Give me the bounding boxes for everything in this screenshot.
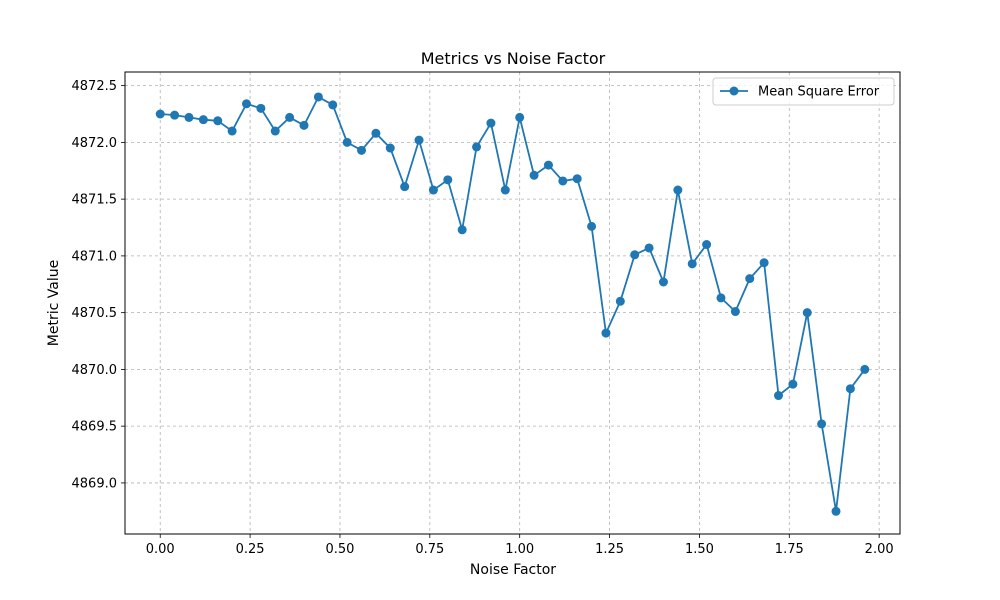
data-point: [587, 221, 597, 231]
data-point: [730, 307, 740, 317]
data-point: [184, 112, 194, 122]
x-tick-label: 1.00: [505, 542, 534, 557]
x-tick-label: 1.25: [595, 542, 624, 557]
series-layer: [155, 92, 870, 516]
x-axis: 0.00 0.25 0.50 0.75 1.00 1.25 1.50 1.75 2.00: [146, 534, 894, 557]
data-point: [371, 128, 381, 138]
x-tick-label: 0.75: [415, 542, 444, 557]
data-point: [313, 92, 323, 102]
y-tick-label: 4871.0: [72, 249, 118, 264]
data-point: [299, 120, 309, 130]
data-point: [558, 176, 568, 186]
data-point: [644, 243, 654, 253]
data-point: [572, 174, 582, 184]
data-point: [285, 112, 295, 122]
legend-marker-swatch: [729, 86, 739, 96]
y-tick-label: 4870.0: [72, 363, 118, 378]
x-axis-label: Noise Factor: [470, 562, 556, 578]
data-point: [745, 274, 755, 284]
data-point: [198, 115, 208, 125]
data-point: [213, 116, 223, 126]
data-point: [170, 110, 180, 120]
legend-frame: [712, 77, 895, 106]
x-tick-label: 0.50: [325, 542, 354, 557]
data-point: [500, 185, 510, 195]
y-axis: 4869.0 4869.5 4870.0 4870.5 4871.0 4871.5 4872…: [72, 79, 125, 491]
data-point: [414, 135, 424, 145]
data-point: [658, 277, 668, 287]
data-point: [860, 364, 870, 374]
x-tick-label: 0.25: [236, 542, 265, 557]
data-point: [673, 185, 683, 195]
data-point: [615, 296, 625, 306]
data-point: [601, 328, 611, 338]
y-tick-label: 4869.0: [72, 476, 118, 491]
y-axis-label: Metric Value: [46, 260, 62, 346]
y-tick-label: 4870.5: [72, 306, 118, 321]
data-point: [472, 142, 482, 152]
data-point: [443, 175, 453, 185]
data-point: [428, 185, 438, 195]
data-point: [774, 391, 784, 401]
data-point: [457, 225, 467, 235]
data-point: [630, 250, 640, 260]
x-tick-label: 2.00: [865, 542, 894, 557]
data-point: [515, 112, 525, 122]
chart-title: Metrics vs Noise Factor: [421, 49, 606, 68]
plot-area-frame: [124, 71, 901, 535]
data-point: [256, 103, 266, 113]
data-point: [155, 109, 165, 119]
data-point: [529, 170, 539, 180]
data-point: [342, 137, 352, 147]
data-point: [357, 145, 367, 155]
y-tick-label: 4869.5: [72, 420, 118, 435]
data-point: [543, 160, 553, 170]
x-tick-label: 0.00: [146, 542, 175, 557]
grid: [125, 72, 900, 534]
y-tick-label: 4872.5: [72, 79, 118, 94]
data-point: [759, 258, 769, 268]
y-tick-label: 4871.5: [72, 193, 118, 208]
data-point: [241, 99, 251, 109]
data-point: [831, 506, 841, 516]
x-tick-label: 1.50: [685, 542, 714, 557]
data-point: [385, 143, 395, 153]
data-point: [687, 259, 697, 269]
data-point: [227, 126, 237, 136]
data-point: [788, 379, 798, 389]
data-point: [702, 240, 712, 250]
y-tick-label: 4872.0: [72, 136, 118, 151]
x-tick-label: 1.75: [775, 542, 804, 557]
data-point: [400, 182, 410, 192]
legend-label: Mean Square Error: [758, 85, 880, 100]
data-point: [817, 419, 827, 429]
legend: Mean Square Error: [712, 77, 895, 106]
data-point: [845, 384, 855, 394]
data-point: [486, 118, 496, 128]
data-point: [328, 100, 338, 110]
data-point: [802, 308, 812, 318]
data-point: [716, 293, 726, 303]
data-point: [270, 126, 280, 136]
